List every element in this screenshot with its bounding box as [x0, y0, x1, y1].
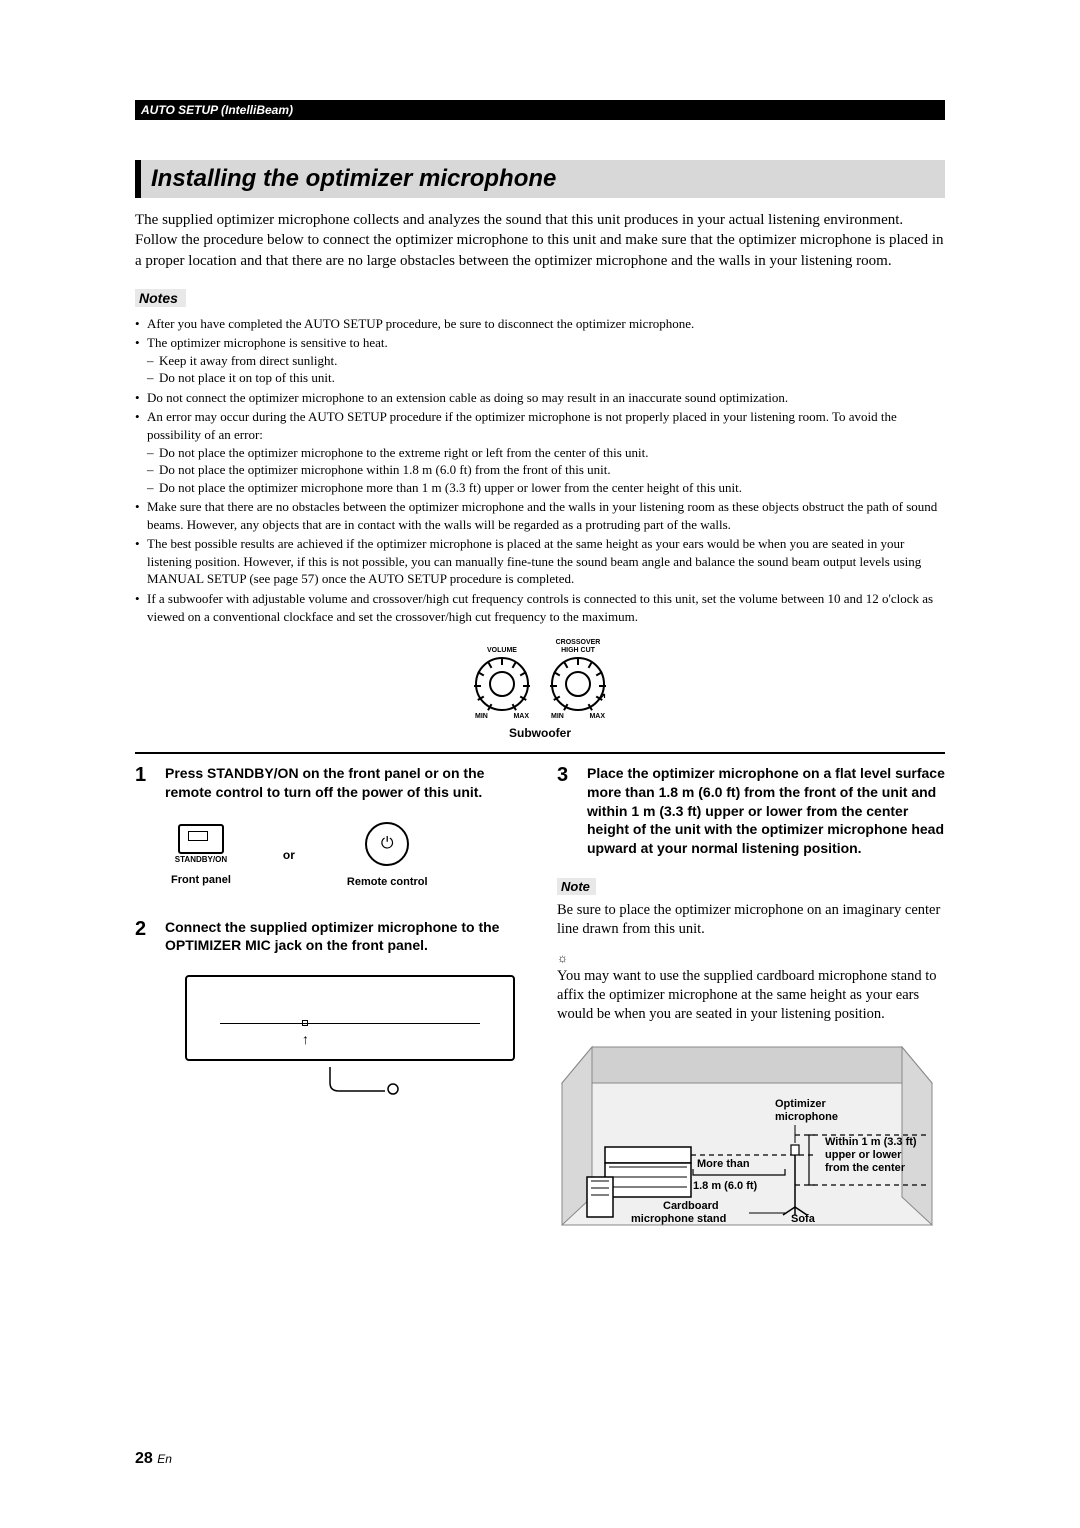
- dial-max: MAX: [589, 713, 605, 720]
- note-subitem: Do not place it on top of this unit.: [147, 369, 945, 387]
- subwoofer-caption: Subwoofer: [135, 726, 945, 740]
- front-panel-icon: [178, 824, 224, 854]
- breadcrumb-bar: AUTO SETUP (IntelliBeam): [135, 100, 945, 120]
- left-column: 1 Press STANDBY/ON on the front panel or…: [135, 764, 523, 1243]
- step-text: Place the optimizer microphone on a flat…: [587, 764, 945, 858]
- dial-max: MAX: [513, 713, 529, 720]
- page-lang: En: [157, 1452, 172, 1466]
- room-diagram: Optimizer microphone Within 1 m (3.3 ft)…: [557, 1037, 945, 1242]
- or-label: or: [283, 848, 295, 862]
- svg-text:from the center: from the center: [825, 1162, 906, 1174]
- tip-body: You may want to use the supplied cardboa…: [557, 967, 945, 1024]
- note-text: An error may occur during the AUTO SETUP…: [147, 409, 897, 442]
- svg-text:microphone stand: microphone stand: [631, 1213, 726, 1225]
- arrow-up-icon: ↑: [302, 1033, 309, 1049]
- crossover-dial: CROSSOVER HIGH CUT ↗ MIN MAX: [551, 639, 605, 719]
- svg-text:More than: More than: [697, 1158, 750, 1170]
- note-subitem: Keep it away from direct sunlight.: [147, 352, 945, 370]
- svg-text:Sofa: Sofa: [791, 1213, 816, 1225]
- step-3: 3 Place the optimizer microphone on a fl…: [557, 764, 945, 858]
- svg-text:Cardboard: Cardboard: [663, 1200, 719, 1212]
- mic-plug-icon: [325, 1065, 405, 1095]
- note-heading: Note: [557, 878, 596, 895]
- standby-label: STANDBY/ON: [171, 855, 231, 864]
- note-item: Do not connect the optimizer microphone …: [135, 389, 945, 407]
- step-1: 1 Press STANDBY/ON on the front panel or…: [135, 764, 523, 802]
- arrow-icon: ↗: [595, 690, 607, 707]
- note-text: The optimizer microphone is sensitive to…: [147, 335, 388, 350]
- optimizer-label: Optimizer: [775, 1098, 826, 1110]
- svg-text:microphone: microphone: [775, 1111, 838, 1123]
- note-subitem: Do not place the optimizer microphone mo…: [147, 479, 945, 497]
- tip-icon: ☼: [557, 951, 945, 965]
- notes-heading: Notes: [135, 289, 186, 307]
- step2-diagram: ↑: [185, 975, 515, 1100]
- notes-list: After you have completed the AUTO SETUP …: [135, 315, 945, 625]
- step1-diagram: STANDBY/ON Front panel or ⏻ Remote contr…: [171, 822, 523, 888]
- dial-label: CROSSOVER HIGH CUT: [551, 639, 605, 654]
- step-text: Press STANDBY/ON on the front panel or o…: [165, 764, 523, 802]
- step-2: 2 Connect the supplied optimizer microph…: [135, 918, 523, 956]
- dial-min: MIN: [551, 713, 564, 720]
- subwoofer-diagram: VOLUME MIN MAX CROSSOVER HIGH CUT: [135, 639, 945, 740]
- note-body: Be sure to place the optimizer microphon…: [557, 901, 945, 939]
- step-number: 1: [135, 764, 165, 802]
- note-subitem: Do not place the optimizer microphone wi…: [147, 461, 945, 479]
- note-item: The optimizer microphone is sensitive to…: [135, 334, 945, 387]
- volume-dial: VOLUME MIN MAX: [475, 647, 529, 720]
- svg-text:1.8 m (6.0 ft): 1.8 m (6.0 ft): [693, 1180, 758, 1192]
- note-item: If a subwoofer with adjustable volume an…: [135, 590, 945, 625]
- note-item: After you have completed the AUTO SETUP …: [135, 315, 945, 333]
- dial-label: VOLUME: [475, 647, 529, 655]
- note-item: An error may occur during the AUTO SETUP…: [135, 408, 945, 496]
- remote-caption: Remote control: [347, 876, 428, 888]
- note-item: Make sure that there are no obstacles be…: [135, 498, 945, 533]
- front-panel-caption: Front panel: [171, 874, 231, 886]
- dial-min: MIN: [475, 713, 488, 720]
- step-number: 3: [557, 764, 587, 858]
- page-num-value: 28: [135, 1450, 153, 1467]
- note-subitem: Do not place the optimizer microphone to…: [147, 444, 945, 462]
- page-number: 28 En: [135, 1450, 172, 1468]
- step-text: Connect the supplied optimizer microphon…: [165, 918, 523, 956]
- note-item: The best possible results are achieved i…: [135, 535, 945, 588]
- step-number: 2: [135, 918, 165, 956]
- svg-text:upper or lower: upper or lower: [825, 1149, 902, 1161]
- right-column: 3 Place the optimizer microphone on a fl…: [557, 764, 945, 1243]
- section-title: Installing the optimizer microphone: [135, 160, 945, 198]
- intro-paragraph: The supplied optimizer microphone collec…: [135, 210, 945, 271]
- svg-text:Within 1 m (3.3 ft): Within 1 m (3.3 ft): [825, 1136, 917, 1148]
- power-icon: ⏻: [365, 822, 409, 866]
